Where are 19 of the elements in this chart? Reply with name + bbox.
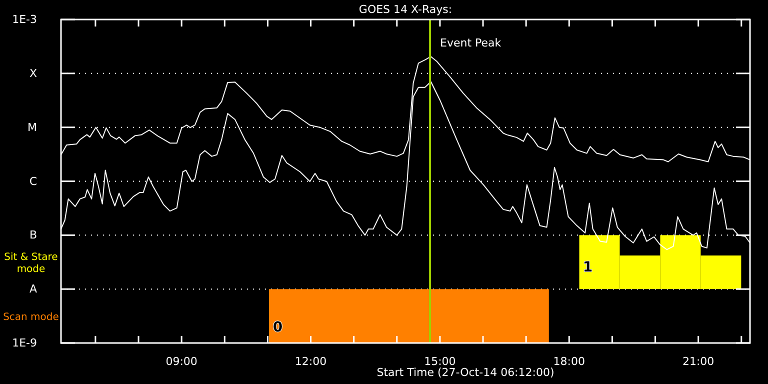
text: Sit & Stare mode bbox=[4, 252, 58, 276]
chart-title: GOES 14 X-Rays: bbox=[358, 3, 452, 16]
x-tick-label: 12:00 bbox=[294, 354, 327, 368]
text: Scan mode bbox=[3, 312, 59, 324]
x-axis-title: Start Time (27-Oct-14 06:12:00) bbox=[376, 366, 554, 379]
annotation: 0 bbox=[272, 320, 283, 336]
y-tick-label: C bbox=[29, 174, 38, 188]
y-tick-label: B bbox=[29, 228, 37, 242]
y-tick-label: 1E-3 bbox=[12, 13, 37, 26]
y-tick-label: 1E-9 bbox=[12, 336, 37, 350]
x-tick-label: 21:00 bbox=[682, 354, 714, 368]
ref-line-label: Event Peak bbox=[440, 36, 502, 50]
x-tick-label: 18:00 bbox=[553, 354, 585, 368]
annotation: 1 bbox=[582, 260, 593, 276]
y-tick-label: A bbox=[29, 282, 38, 296]
y-tick-label: M bbox=[28, 120, 37, 134]
x-tick-label: 09:00 bbox=[166, 354, 198, 368]
y-tick-label: X bbox=[29, 66, 38, 80]
x-tick-label: 15:00 bbox=[424, 354, 456, 368]
